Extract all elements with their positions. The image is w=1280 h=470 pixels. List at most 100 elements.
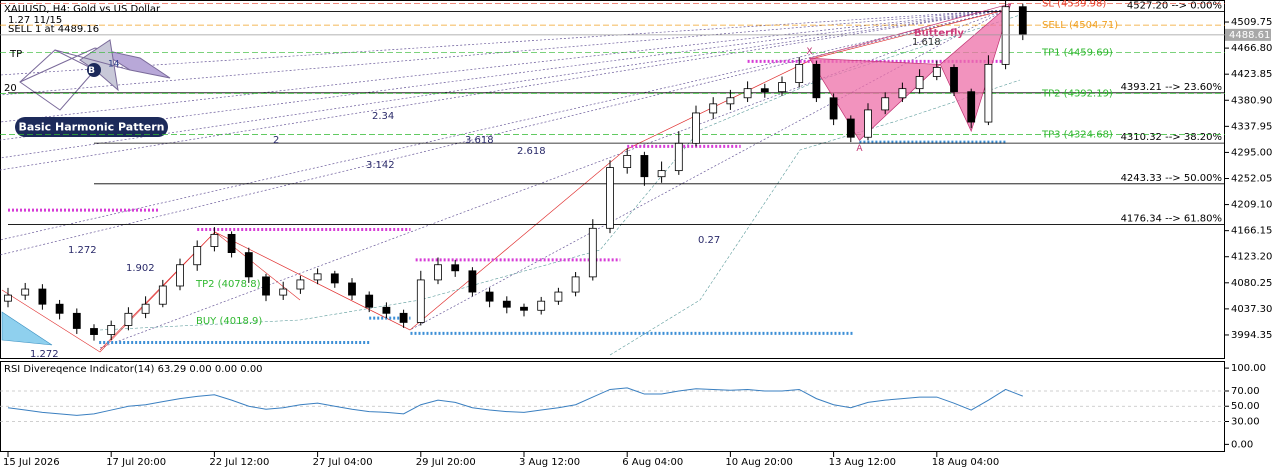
fib-label: 4176.34 --> 61.80% bbox=[1121, 213, 1222, 224]
pattern-point-label: A bbox=[856, 144, 863, 154]
pattern-leg bbox=[809, 3, 1011, 59]
candle-body bbox=[692, 112, 700, 144]
band-line bbox=[99, 14, 1021, 331]
candle-body bbox=[365, 294, 374, 308]
y-tick-label: 4252.05 bbox=[1231, 173, 1272, 184]
subtitle: SELL 1 at 4489.16 bbox=[8, 24, 99, 35]
current-price-box bbox=[1225, 28, 1271, 41]
candle-body bbox=[657, 170, 666, 178]
candle-body bbox=[313, 273, 322, 281]
candle-body bbox=[1018, 6, 1027, 35]
pattern-ratio: 1.618 bbox=[912, 37, 941, 48]
trade-label: TP3 (4324.68) bbox=[1041, 129, 1113, 140]
trade-label: TP1 (4459.69) bbox=[1041, 47, 1113, 58]
x-tick-label: 13 Aug 12:00 bbox=[829, 457, 896, 468]
candle-body bbox=[520, 306, 528, 311]
y-tick-label: 4423.85 bbox=[1231, 69, 1272, 80]
candle-body bbox=[434, 264, 442, 281]
rsi-title: RSI Divereqence Indicator(14) 63.29 0.00… bbox=[4, 364, 263, 375]
x-tick-label: 17 Jul 20:00 bbox=[106, 457, 166, 468]
candle-body bbox=[4, 294, 12, 302]
candle-body bbox=[210, 233, 219, 247]
candle-body bbox=[141, 303, 150, 314]
candle-body bbox=[451, 264, 460, 272]
swing-lines bbox=[1, 231, 301, 353]
logo-number: 14 bbox=[108, 60, 120, 70]
candle-body bbox=[124, 312, 133, 326]
annotation: 3.142 bbox=[366, 160, 395, 171]
candle-body bbox=[864, 109, 872, 138]
y-tick-label: 4080.25 bbox=[1231, 278, 1272, 289]
candle-body bbox=[158, 285, 167, 305]
candle-body bbox=[778, 82, 786, 93]
y-tick-label: 100.00 bbox=[1231, 363, 1266, 374]
y-tick-label: 3994.35 bbox=[1231, 330, 1272, 341]
x-tick-label: 10 Aug 20:00 bbox=[725, 457, 792, 468]
y-tick-label: 4337.95 bbox=[1231, 121, 1272, 132]
candle-body bbox=[571, 276, 580, 293]
candle-body bbox=[279, 288, 288, 296]
candle-body bbox=[984, 63, 993, 123]
candle-body bbox=[55, 303, 64, 314]
x-tick-label: 27 Jul 04:00 bbox=[313, 457, 373, 468]
candle-body bbox=[967, 91, 976, 123]
chart-title: XAUUSD, H4: Gold vs US Dollar bbox=[4, 4, 161, 15]
annotation: TP bbox=[9, 49, 22, 60]
band-line bbox=[609, 79, 1021, 356]
current-price-label: 4488.61 bbox=[1229, 30, 1270, 41]
candle-body bbox=[72, 312, 81, 329]
x-tick-label: 18 Aug 04:00 bbox=[932, 457, 999, 468]
annotation: 2 bbox=[273, 135, 279, 146]
pattern-point-label: B bbox=[1008, 0, 1014, 2]
trade-label: SL (4539.98) bbox=[1042, 0, 1106, 10]
candle-body bbox=[21, 288, 30, 296]
candle-body bbox=[726, 97, 735, 105]
logo-pill bbox=[15, 117, 168, 137]
candle-body bbox=[485, 291, 494, 302]
y-tick-label: 0.00 bbox=[1231, 439, 1253, 450]
x-tick-label: 22 Jul 12:00 bbox=[209, 457, 269, 468]
trade-label: TP2 (4392.19) bbox=[1041, 88, 1113, 99]
annotation: 20 bbox=[4, 83, 17, 94]
y-tick-label: 4509.75 bbox=[1231, 17, 1272, 28]
annotation: 3.618 bbox=[465, 135, 494, 146]
annotation: BUY (4018.9) bbox=[196, 316, 262, 327]
y-tick-label: 4209.10 bbox=[1231, 200, 1272, 211]
candle-body bbox=[743, 88, 752, 99]
y-tick-label: 4295.00 bbox=[1231, 147, 1272, 158]
pattern-point-label: X bbox=[806, 47, 812, 57]
candle-body bbox=[90, 328, 98, 335]
candle-body bbox=[846, 118, 855, 138]
subtitle: 1.27 11/15 bbox=[8, 15, 62, 26]
fib-label: 4527.20 --> 0.00% bbox=[1127, 0, 1222, 11]
candle-body bbox=[468, 270, 477, 293]
y-tick-label: 4166.15 bbox=[1231, 226, 1272, 237]
rsi-line bbox=[7, 387, 1023, 416]
candle-body bbox=[1001, 6, 1010, 65]
logo-title: Basic Harmonic Pattern bbox=[19, 121, 165, 134]
candle-body bbox=[898, 88, 907, 99]
candle-body bbox=[812, 63, 821, 99]
annotation: 1.902 bbox=[126, 263, 155, 274]
candle-body bbox=[674, 142, 683, 172]
fib-label: 4393.21 --> 23.60% bbox=[1121, 82, 1222, 93]
candle-body bbox=[244, 252, 253, 278]
candle-body bbox=[262, 276, 270, 296]
trade-label: SELL (4504.71) bbox=[1042, 20, 1118, 31]
y-tick-label: 50.00 bbox=[1231, 401, 1260, 412]
logo-badge-text: B bbox=[88, 66, 95, 76]
y-tick-label: 4123.20 bbox=[1231, 252, 1272, 263]
annotation: 2.34 bbox=[372, 111, 394, 122]
annotation: 1.272 bbox=[30, 349, 59, 360]
candle-body bbox=[554, 291, 563, 302]
candle-body bbox=[399, 312, 408, 323]
candle-body bbox=[950, 67, 958, 93]
annotation: 0.27 bbox=[698, 235, 720, 246]
candle-body bbox=[932, 67, 941, 77]
logo-badge bbox=[87, 63, 101, 77]
candle-body bbox=[227, 233, 236, 253]
candle-body bbox=[416, 279, 425, 323]
candle-body bbox=[915, 76, 924, 90]
